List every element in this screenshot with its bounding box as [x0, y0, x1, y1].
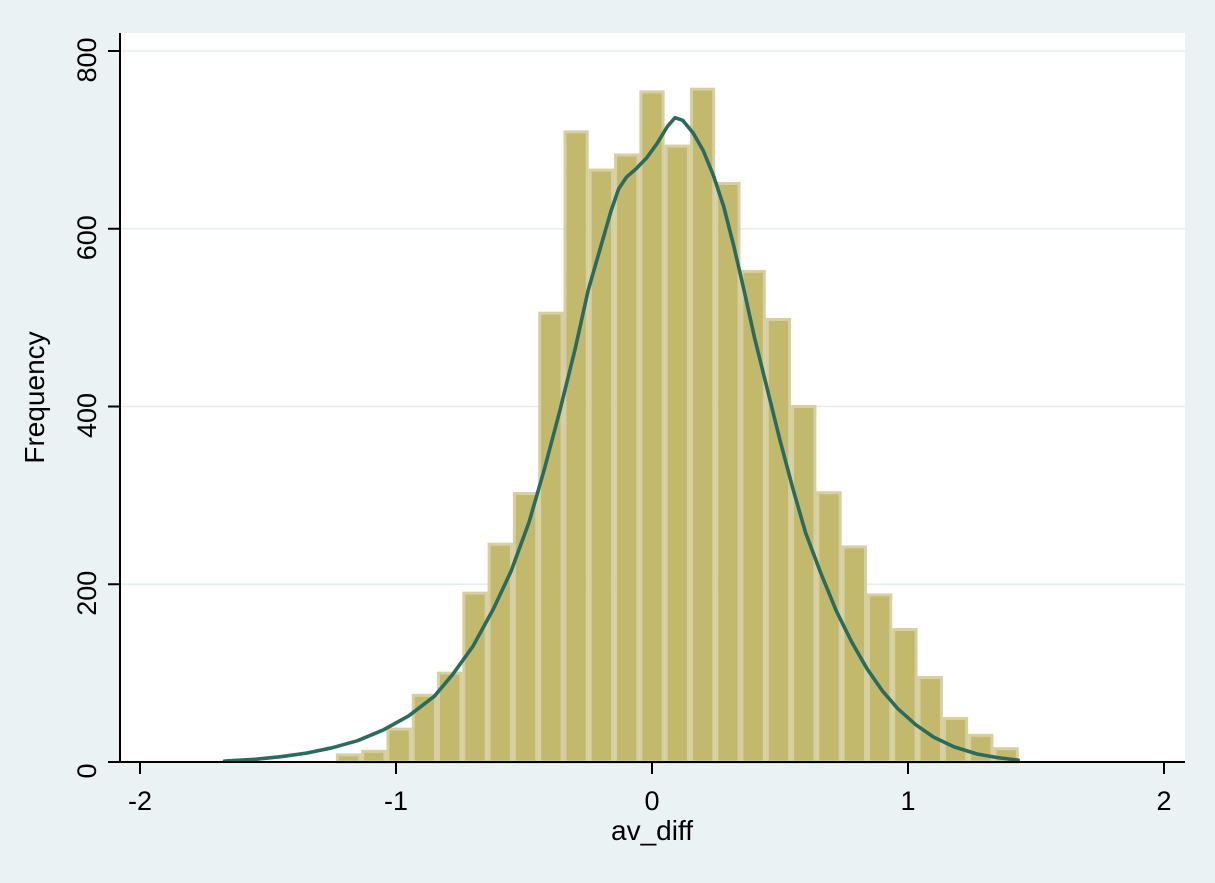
x-tick-label-0: 0 — [644, 786, 659, 816]
histogram-bar — [968, 733, 994, 764]
histogram-bar — [614, 153, 640, 764]
y-tick-label-0: 0 — [72, 763, 102, 778]
histogram-bar — [538, 311, 564, 764]
histogram-bar — [841, 545, 867, 764]
histogram-bar — [664, 144, 690, 764]
x-tick-label--1: -1 — [384, 786, 408, 816]
x-tick-label-1: 1 — [900, 786, 915, 816]
x-axis-title: av_diff — [611, 815, 693, 846]
histogram-bar — [563, 130, 589, 764]
histogram-bar — [588, 168, 615, 764]
histogram-bar — [892, 628, 918, 764]
y-tick-label-800: 800 — [72, 37, 102, 82]
y-tick-label-400: 400 — [72, 393, 102, 438]
histogram-bar — [386, 727, 412, 764]
histogram-bar — [816, 491, 842, 764]
histogram-bar — [462, 591, 488, 764]
y-tick-label-200: 200 — [72, 571, 102, 616]
histogram-bar — [715, 181, 741, 764]
y-tick-label-600: 600 — [72, 215, 102, 260]
y-axis-title: Frequency — [19, 331, 50, 463]
histogram-bar — [361, 749, 387, 764]
histogram-bar — [740, 269, 766, 764]
kernel-density-curve — [222, 115, 1020, 763]
x-tick-label-2: 2 — [1156, 786, 1171, 816]
histogram-bar — [942, 716, 969, 764]
histogram-bar — [639, 90, 665, 764]
histogram-bar — [765, 317, 792, 764]
histogram-bar — [689, 87, 716, 764]
histogram-bar — [335, 753, 362, 764]
histogram-bar — [791, 405, 817, 764]
x-tick-label--2: -2 — [128, 786, 152, 816]
histogram-bar — [917, 676, 943, 764]
